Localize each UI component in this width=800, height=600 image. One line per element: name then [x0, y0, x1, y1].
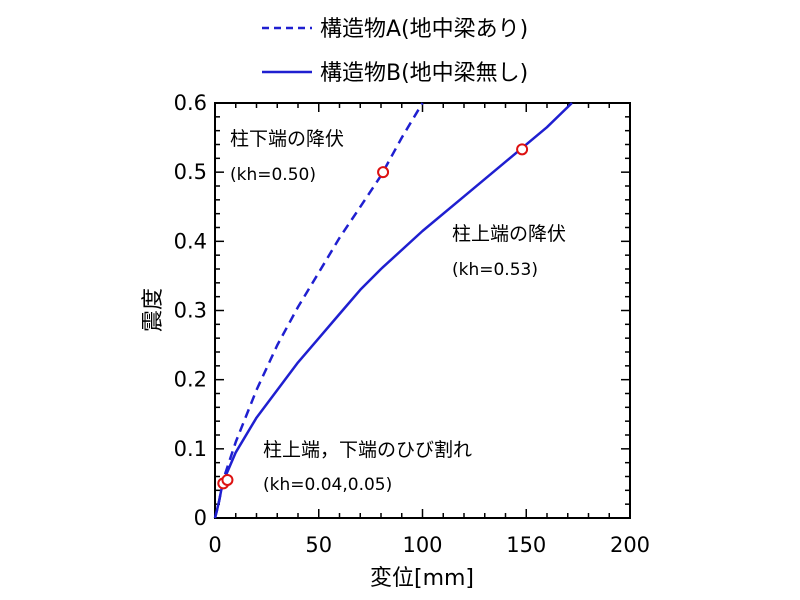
y-tick-label: 0.4: [174, 229, 207, 253]
x-axis-title: 変位[mm]: [370, 566, 474, 591]
annotation-lower-yield-sub: (kh=0.50): [230, 165, 316, 185]
event-marker: [377, 166, 390, 179]
series: [213, 102, 573, 519]
annotations: 柱下端の降伏 (kh=0.50) 柱上端の降伏 (kh=0.53) 柱上端，下端…: [230, 128, 566, 495]
y-tick-label: 0.6: [174, 91, 207, 115]
event-marker: [516, 143, 529, 156]
y-tick-label: 0.5: [174, 160, 207, 184]
event-marker: [221, 473, 234, 486]
y-tick-label: 0.2: [174, 368, 207, 392]
series-line-b: [213, 102, 573, 519]
markers: [217, 143, 529, 490]
y-tick-label: 0: [194, 506, 207, 530]
y-tick-label: 0.3: [174, 299, 207, 323]
annotation-upper-yield-sub: (kh=0.53): [452, 260, 538, 280]
x-tick-label: 50: [305, 533, 332, 557]
x-tick-label: 200: [610, 533, 650, 557]
x-tick-label: 100: [402, 533, 442, 557]
annotation-crack-sub: (kh=0.04,0.05): [263, 475, 392, 495]
legend-label-a: 構造物A(地中梁あり): [320, 17, 528, 42]
x-tick-label: 150: [506, 533, 546, 557]
annotation-crack-title: 柱上端，下端のひび割れ: [263, 439, 472, 461]
annotation-upper-yield-title: 柱上端の降伏: [452, 223, 566, 245]
annotation-lower-yield-title: 柱下端の降伏: [230, 128, 344, 150]
legend: 構造物A(地中梁あり) 構造物B(地中梁無し): [262, 17, 528, 86]
tick-labels: 0 50 100 150 200 0 0.1 0.2 0.3 0.4 0.5 0.6: [174, 91, 650, 557]
x-tick-label: 0: [208, 533, 221, 557]
legend-label-b: 構造物B(地中梁無し): [320, 61, 528, 86]
y-tick-label: 0.1: [174, 437, 207, 461]
y-axis-title: 震度: [141, 288, 166, 332]
